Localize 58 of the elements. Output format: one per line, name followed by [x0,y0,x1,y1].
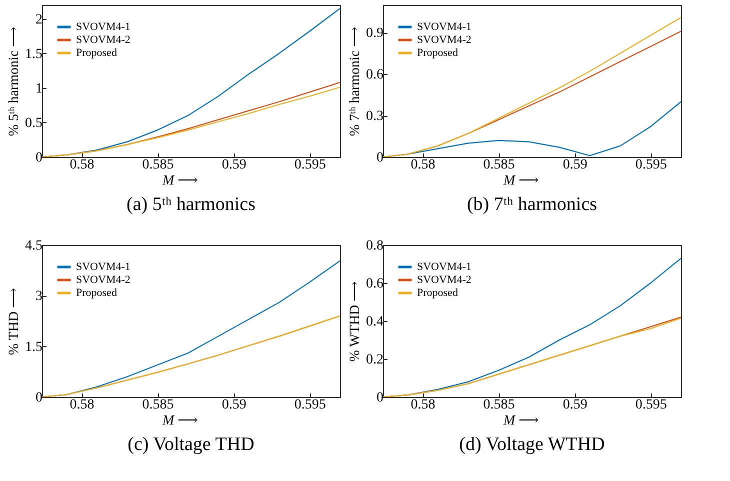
y-axis-title: % WTHD ⟶ [348,281,363,362]
x-axis-title: M ⟶ [162,414,198,428]
x-tick-label: 0.585 [142,398,174,412]
legend-label: Proposed [76,47,118,59]
y-tick-label: 0.6 [366,68,384,83]
y-tick-label: 0.5 [25,116,42,131]
y-axis-title: % THD ⟶ [7,288,22,356]
x-tick-label: 0.58 [70,398,94,412]
y-tick-label: 0 [36,390,42,406]
text: (d) Voltage WTHD [459,434,605,455]
x-tick-label: 0.59 [222,398,246,412]
x-tick-label: 0.58 [410,398,436,412]
legend-label: SVOVM4-2 [417,34,472,46]
x-tick-label: 0.58 [70,158,94,172]
text: (a) 5ᵗʰ harmonics [126,194,256,215]
y-tick-label: 0 [376,150,384,166]
x-tick-label: 0.59 [562,398,588,412]
text: (c) Voltage THD [128,434,254,455]
y-tick-label: 1.5 [25,340,42,355]
x-tick-label: 0.585 [142,158,174,172]
x-tick-label: 0.595 [294,398,326,412]
x-axis-title: M ⟶ [502,174,539,188]
x-axis-title: M ⟶ [502,414,539,428]
y-axis-title: % 5ᵗʰ harmonic ⟶ [7,26,22,136]
text: (b) 7ᵗʰ harmonics [466,194,598,215]
x-tick-label: 0.595 [635,158,667,172]
y-axis-title: % 7ᵗʰ harmonic ⟶ [348,26,363,136]
y-tick-label: 0.6 [366,276,384,292]
legend-label: SVOVM4-1 [417,21,472,33]
legend-label: SVOVM4-1 [76,21,130,33]
legend-label: SVOVM4-2 [76,274,130,286]
legend-label: SVOVM4-1 [76,261,130,273]
x-tick-label: 0.59 [222,158,246,172]
x-tick-label: 0.59 [562,158,588,172]
y-tick-label: 0 [36,150,42,166]
x-tick-label: 0.585 [483,398,515,412]
x-tick-label: 0.58 [410,158,436,172]
legend-label: Proposed [417,47,458,59]
legend-label: SVOVM4-2 [417,274,472,286]
y-tick-label: 0 [376,390,384,406]
y-tick-label: 0.4 [366,314,384,330]
legend-label: Proposed [76,287,118,299]
legend-label: SVOVM4-2 [76,34,130,46]
y-tick-label: 0.3 [366,109,384,124]
y-tick-label: 1.5 [25,46,42,62]
x-tick-label: 0.585 [483,158,515,172]
legend-label: Proposed [417,287,458,299]
y-tick-label: 4.5 [25,238,42,254]
y-tick-label: 0.9 [366,26,384,42]
x-axis-title: M ⟶ [162,174,198,188]
y-tick-label: 0.8 [366,238,384,254]
legend-label: SVOVM4-1 [417,261,472,273]
x-tick-label: 0.595 [294,158,326,172]
y-tick-label: 3 [36,289,42,304]
y-tick-label: 1 [36,81,42,96]
y-tick-label: 0.2 [366,352,384,368]
x-tick-label: 0.595 [635,398,667,412]
y-tick-label: 2 [36,12,42,28]
